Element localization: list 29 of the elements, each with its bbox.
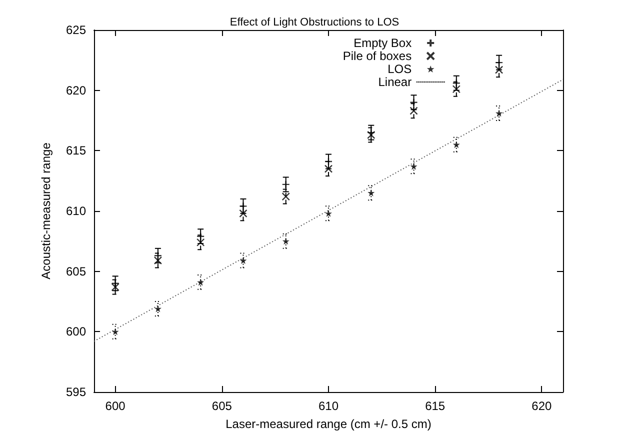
y-tick-label: 605 <box>66 264 86 278</box>
legend-label: LOS <box>388 62 412 76</box>
x-axis-title: Laser-measured range (cm +/- 0.5 cm) <box>226 417 432 431</box>
point <box>197 278 204 286</box>
y-tick-label: 600 <box>66 324 86 339</box>
y-tick-label: 615 <box>66 144 86 158</box>
point <box>410 162 418 170</box>
y-tick-label: 620 <box>66 83 86 98</box>
y-axis-title: Acoustic-measured range <box>39 142 53 280</box>
point <box>154 305 162 312</box>
legend-label: Linear <box>378 75 412 89</box>
x-tick-label: 615 <box>425 399 446 413</box>
y-tick-label: 595 <box>66 385 86 399</box>
point <box>496 110 503 117</box>
x-tick-label: 600 <box>105 399 126 413</box>
point <box>368 189 375 196</box>
x-tick-label: 610 <box>318 399 339 413</box>
point <box>112 328 119 336</box>
x-tick-label: 620 <box>532 399 552 413</box>
point <box>282 238 290 245</box>
y-tick-label: 625 <box>66 23 86 37</box>
point <box>240 256 247 264</box>
y-tick-label: 610 <box>66 204 86 218</box>
point <box>452 141 460 148</box>
legend-label: Pile of boxes <box>342 49 412 63</box>
chart-title: Effect of Light Obstructions to LOS <box>230 16 400 28</box>
legend-label: Empty Box <box>354 36 412 50</box>
x-tick-label: 605 <box>212 399 232 413</box>
point <box>325 210 332 217</box>
